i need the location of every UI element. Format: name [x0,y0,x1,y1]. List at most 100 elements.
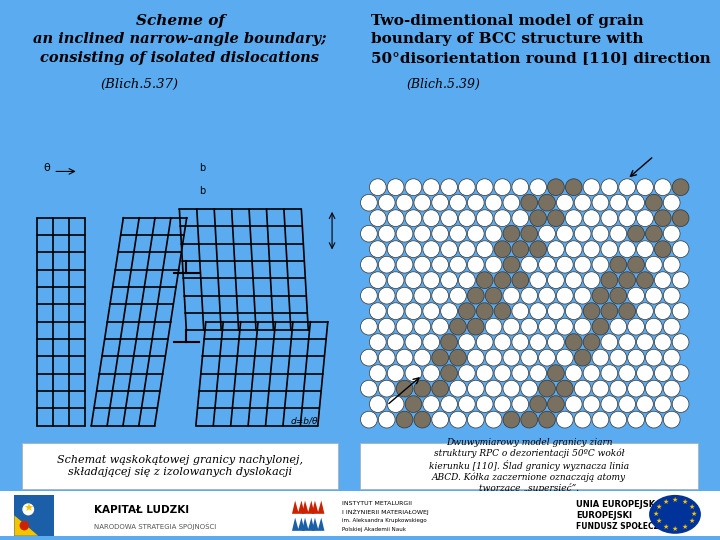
Circle shape [361,225,377,242]
Circle shape [369,334,386,350]
Circle shape [557,380,573,397]
Circle shape [672,179,689,195]
Circle shape [672,303,689,320]
Circle shape [387,364,404,381]
Circle shape [601,303,618,320]
Circle shape [387,179,404,195]
Polygon shape [292,517,305,531]
Circle shape [530,210,546,227]
Circle shape [636,179,653,195]
Circle shape [547,303,564,320]
Circle shape [592,256,609,273]
Circle shape [646,380,662,397]
Text: NARODOWA STRATEGIA SPÓJNOŚCI: NARODOWA STRATEGIA SPÓJNOŚCI [94,523,216,530]
Circle shape [636,210,653,227]
Circle shape [636,396,653,413]
Circle shape [575,225,591,242]
Text: Schemat wąskokątowej granicy nachylonej,
składającej się z izolowanych dyslokacj: Schemat wąskokątowej granicy nachylonej,… [57,455,303,476]
Circle shape [628,256,644,273]
Circle shape [575,287,591,304]
Circle shape [618,303,636,320]
Circle shape [449,287,467,304]
Circle shape [610,318,626,335]
Circle shape [449,256,467,273]
Text: ★: ★ [688,518,695,524]
Circle shape [512,303,528,320]
Text: Dwuwymiarowy model granicy ziarn
struktury RPC o dezorientacji 50ºC wokół
kierun: Dwuwymiarowy model granicy ziarn struktu… [429,438,629,494]
Circle shape [547,334,564,350]
Circle shape [494,334,511,350]
Circle shape [378,318,395,335]
Text: 50°disorientation round [110] direction: 50°disorientation round [110] direction [371,51,711,65]
Circle shape [361,318,377,335]
Circle shape [565,272,582,288]
Text: ★: ★ [655,518,662,524]
Text: KAPITAŁ LUDZKI: KAPITAŁ LUDZKI [94,505,189,515]
Text: (Blich.5.37): (Blich.5.37) [101,78,179,91]
Text: θ: θ [44,163,50,173]
Circle shape [449,318,467,335]
Polygon shape [14,515,38,536]
Circle shape [663,287,680,304]
Circle shape [414,318,431,335]
Circle shape [521,256,538,273]
Circle shape [396,411,413,428]
Circle shape [601,179,618,195]
Circle shape [387,303,404,320]
Text: INSTYTUT METALURGII: INSTYTUT METALURGII [342,501,412,506]
Circle shape [654,334,671,350]
Circle shape [649,495,701,534]
Circle shape [361,256,377,273]
Polygon shape [312,517,325,531]
Circle shape [396,256,413,273]
Circle shape [361,380,377,397]
Text: ★: ★ [672,525,678,531]
Circle shape [628,225,644,242]
Circle shape [618,334,636,350]
Circle shape [618,241,636,258]
Circle shape [601,210,618,227]
Circle shape [636,364,653,381]
Text: ★: ★ [690,511,697,517]
Circle shape [459,241,475,258]
Circle shape [387,272,404,288]
Circle shape [485,411,502,428]
Circle shape [646,287,662,304]
Circle shape [618,210,636,227]
Circle shape [432,225,449,242]
Circle shape [441,272,457,288]
Circle shape [547,396,564,413]
Circle shape [512,364,528,381]
Circle shape [512,396,528,413]
Circle shape [521,225,538,242]
Circle shape [539,318,555,335]
Circle shape [646,225,662,242]
Circle shape [369,241,386,258]
Circle shape [547,179,564,195]
Circle shape [557,318,573,335]
Circle shape [432,256,449,273]
FancyBboxPatch shape [0,536,720,540]
Circle shape [575,318,591,335]
Circle shape [592,225,609,242]
Circle shape [405,334,422,350]
Circle shape [378,349,395,366]
Circle shape [459,396,475,413]
Circle shape [414,194,431,211]
Text: an inclined narrow-angle boundary;: an inclined narrow-angle boundary; [33,32,327,46]
Circle shape [654,179,671,195]
Circle shape [547,210,564,227]
Circle shape [512,334,528,350]
Circle shape [378,380,395,397]
Circle shape [575,349,591,366]
Circle shape [405,272,422,288]
Circle shape [628,287,644,304]
Circle shape [601,396,618,413]
Circle shape [583,364,600,381]
Circle shape [449,194,467,211]
Circle shape [610,380,626,397]
Circle shape [663,380,680,397]
Circle shape [521,287,538,304]
Circle shape [628,318,644,335]
Circle shape [628,349,644,366]
